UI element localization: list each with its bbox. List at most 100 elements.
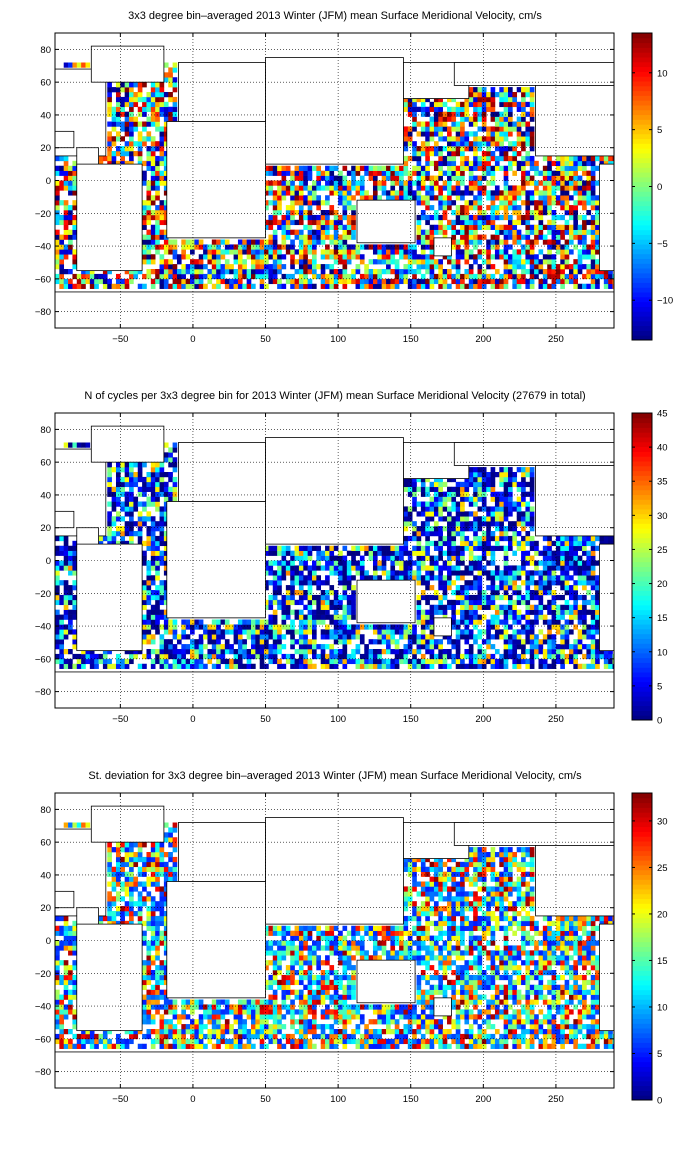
data-bin bbox=[386, 556, 391, 561]
data-bin bbox=[486, 561, 491, 566]
data-bin bbox=[451, 259, 456, 264]
data-bin bbox=[133, 126, 138, 131]
data-bin bbox=[186, 649, 191, 654]
data-bin bbox=[186, 279, 191, 284]
data-bin bbox=[146, 595, 151, 600]
data-bin bbox=[486, 629, 491, 634]
data-bin bbox=[521, 107, 526, 112]
data-bin bbox=[443, 585, 448, 590]
data-bin bbox=[342, 210, 347, 215]
data-bin bbox=[525, 230, 530, 235]
colorbar-tick-label: −5 bbox=[657, 239, 668, 250]
data-bin bbox=[59, 620, 64, 625]
colorbar-segment bbox=[632, 234, 652, 239]
data-bin bbox=[125, 497, 130, 502]
data-bin bbox=[473, 240, 478, 245]
data-bin bbox=[464, 664, 469, 669]
data-bin bbox=[425, 585, 430, 590]
data-bin bbox=[282, 195, 287, 200]
data-bin bbox=[495, 235, 500, 240]
data-bin bbox=[303, 644, 308, 649]
data-bin bbox=[469, 600, 474, 605]
data-bin bbox=[199, 274, 204, 279]
data-bin bbox=[129, 467, 134, 472]
data-bin bbox=[460, 634, 465, 639]
data-bin bbox=[504, 112, 509, 117]
data-bin bbox=[521, 112, 526, 117]
data-bin bbox=[530, 620, 535, 625]
data-bin bbox=[530, 561, 535, 566]
data-bin bbox=[395, 264, 400, 269]
data-bin bbox=[403, 546, 408, 551]
data-bin bbox=[530, 590, 535, 595]
data-bin bbox=[582, 181, 587, 186]
data-bin bbox=[199, 284, 204, 289]
data-bin bbox=[181, 649, 186, 654]
data-bin bbox=[295, 210, 300, 215]
data-bin bbox=[199, 279, 204, 284]
data-bin bbox=[486, 156, 491, 161]
data-bin bbox=[377, 274, 382, 279]
data-bin bbox=[255, 629, 260, 634]
data-bin bbox=[308, 610, 313, 615]
data-bin bbox=[512, 200, 517, 205]
data-bin bbox=[146, 639, 151, 644]
data-bin bbox=[229, 269, 234, 274]
data-bin bbox=[160, 551, 165, 556]
data-bin bbox=[173, 77, 178, 82]
data-bin bbox=[556, 156, 561, 161]
data-bin bbox=[390, 546, 395, 551]
data-bin bbox=[556, 171, 561, 176]
data-bin bbox=[508, 195, 513, 200]
data-bin bbox=[534, 585, 539, 590]
data-bin bbox=[464, 497, 469, 502]
data-bin bbox=[443, 541, 448, 546]
data-bin bbox=[386, 634, 391, 639]
data-bin bbox=[547, 176, 552, 181]
data-bin bbox=[155, 629, 160, 634]
data-bin bbox=[347, 629, 352, 634]
data-bin bbox=[578, 629, 583, 634]
data-bin bbox=[295, 590, 300, 595]
colorbar-segment bbox=[632, 52, 652, 57]
data-bin bbox=[582, 634, 587, 639]
colorbar-segment bbox=[632, 100, 652, 105]
data-bin bbox=[482, 284, 487, 289]
data-bin bbox=[412, 117, 417, 122]
data-bin bbox=[430, 502, 435, 507]
data-bin bbox=[116, 274, 121, 279]
data-bin bbox=[495, 284, 500, 289]
data-bin bbox=[412, 482, 417, 487]
data-bin bbox=[107, 664, 112, 669]
data-bin bbox=[277, 580, 282, 585]
data-bin bbox=[390, 259, 395, 264]
data-bin bbox=[64, 176, 69, 181]
data-bin bbox=[438, 605, 443, 610]
data-bin bbox=[312, 620, 317, 625]
data-bin bbox=[299, 600, 304, 605]
data-bin bbox=[486, 506, 491, 511]
data-bin bbox=[403, 244, 408, 249]
data-bin bbox=[591, 220, 596, 225]
data-bin bbox=[425, 536, 430, 541]
data-bin bbox=[586, 200, 591, 205]
data-bin bbox=[351, 195, 356, 200]
data-bin bbox=[373, 551, 378, 556]
data-bin bbox=[112, 117, 117, 122]
data-bin bbox=[155, 176, 160, 181]
data-bin bbox=[434, 195, 439, 200]
data-bin bbox=[160, 112, 165, 117]
data-bin bbox=[390, 176, 395, 181]
data-bin bbox=[203, 254, 208, 259]
data-bin bbox=[447, 171, 452, 176]
data-bin bbox=[103, 279, 108, 284]
data-bin bbox=[268, 595, 273, 600]
data-bin bbox=[443, 171, 448, 176]
data-bin bbox=[64, 284, 69, 289]
data-bin bbox=[543, 615, 548, 620]
data-bin bbox=[107, 526, 112, 531]
data-bin bbox=[591, 200, 596, 205]
data-bin bbox=[482, 492, 487, 497]
data-bin bbox=[525, 590, 530, 595]
data-bin bbox=[552, 220, 557, 225]
